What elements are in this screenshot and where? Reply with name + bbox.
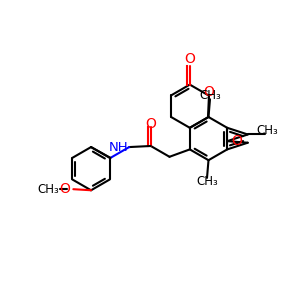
Text: O: O xyxy=(59,182,70,196)
Text: CH₃: CH₃ xyxy=(196,175,218,188)
Text: O: O xyxy=(184,52,195,66)
Text: O: O xyxy=(232,134,243,148)
Text: O: O xyxy=(146,117,156,131)
Text: CH₃: CH₃ xyxy=(256,124,278,137)
Text: NH: NH xyxy=(109,141,129,154)
Text: CH₃: CH₃ xyxy=(37,183,59,196)
Text: CH₃: CH₃ xyxy=(199,89,221,102)
Text: O: O xyxy=(203,85,214,99)
